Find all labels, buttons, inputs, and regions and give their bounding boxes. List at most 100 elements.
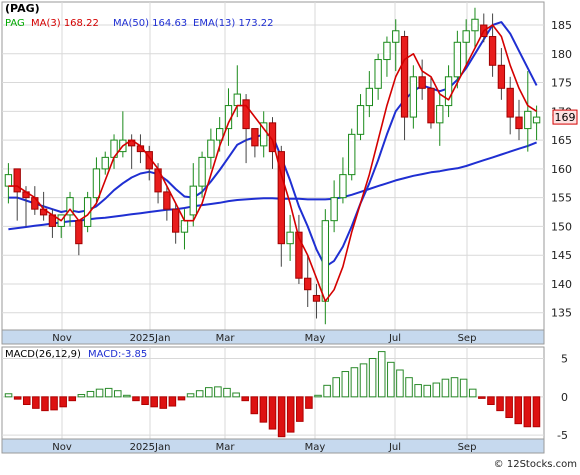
macd-bar-negative [296,396,304,422]
macd-bar-positive [341,371,350,398]
candles-group [4,7,541,325]
x-tick-labels-top: Nov 2025Jan Mar May Jul Sep [52,333,476,344]
macd-bar-positive [113,390,122,398]
macd-y-tick-label: -5 [557,429,568,442]
price-y-tick-label: 175 [551,77,572,90]
candle-up [471,18,479,32]
macd-value-label: MACD:-3.85 [88,349,147,360]
candle-up [286,231,294,245]
candle-down [251,128,259,147]
candle-up [321,220,329,302]
candle-up [532,116,541,124]
macd-bar-negative [259,396,268,423]
macd-bar-negative [150,396,158,408]
candle-up [339,174,347,199]
macd-bar-negative [141,396,149,406]
macd-bar-positive [214,386,222,398]
macd-bar-positive [205,387,213,398]
candle-up [260,122,268,147]
macd-bar-positive [350,367,359,398]
macd-bar-negative [505,396,513,419]
candle-up [83,197,92,227]
price-x-axis-strip [1,329,545,345]
macd-bar-negative [305,396,313,409]
candle-up [216,128,224,141]
price-x-tick-label: May [305,333,326,344]
macd-bar-positive [423,384,432,398]
price-panel: 135140145150155160165170175180185 169 (P… [1,1,578,331]
candle-up [356,105,365,135]
macd-bar-positive [396,369,404,398]
candle-down [163,191,171,210]
price-y-tick-label: 160 [551,163,572,176]
candle-up [409,76,418,118]
candle-up [524,110,532,130]
last-price-label-group: 169 [552,109,578,125]
macd-bar-positive [414,384,422,398]
legend-entry: PAG [5,18,25,29]
macd-bar-positive [450,377,459,398]
x-tick-labels-bottom: Nov 2025Jan Mar May Jul Sep [52,442,476,453]
candle-up [92,168,101,199]
candle-up [436,105,444,124]
macd-bar-positive [368,358,377,398]
candle-up [189,185,197,216]
macd-bar-positive [441,378,450,398]
candle-up [101,156,109,170]
candle-up [453,41,462,78]
legend-entry: EMA(13) 173.22 [193,18,273,29]
macd-bars-group [4,351,541,438]
macd-bar-negative [277,396,286,438]
macd-bar-positive [359,363,368,398]
price-x-tick-label: Nov [52,333,72,344]
candle-down [242,99,250,130]
macd-bar-negative [496,396,504,412]
candle-up [392,30,400,43]
ma50-line-group [8,141,537,231]
ma50-line [8,141,537,231]
macd-bar-negative [286,396,295,433]
macd-bar-positive [232,392,240,398]
macd-bar-negative [13,396,22,400]
price-x-tick-label: 2025Jan [130,333,171,344]
price-y-tick-label: 145 [551,249,572,262]
candle-down [515,116,523,130]
candle-down [75,220,83,245]
chart-title: (PAG) [5,2,40,15]
macd-bar-positive [459,378,468,398]
price-y-tick-label: 180 [551,48,572,61]
candle-up [365,87,374,107]
candle-up [233,93,241,107]
macd-bar-negative [132,396,140,402]
candle-up [374,59,382,89]
last-price-label: 169 [555,111,576,124]
price-x-tick-label: Sep [458,333,477,344]
macd-y-tick-label: 5 [561,353,568,366]
macd-x-tick-label: Mar [216,442,236,453]
macd-bar-negative [268,396,277,430]
macd-bar-positive [377,351,386,398]
macd-y-tick-label: 0 [561,391,568,404]
macd-bar-negative [523,396,532,428]
macd-bar-positive [77,394,86,398]
macd-bar-negative [241,396,249,402]
candle-down [171,208,180,233]
candle-down [400,36,409,118]
macd-x-tick-label: May [305,442,326,453]
macd-x-axis-strip [1,438,545,454]
macd-bar-positive [405,377,413,398]
ma3-line [8,24,538,302]
candle-up [66,197,74,216]
macd-y-axis: -5 0 5 [557,353,568,443]
macd-bar-positive [95,388,104,398]
price-y-tick-label: 150 [551,220,572,233]
macd-bar-positive [123,394,131,398]
macd-bar-positive [4,393,13,398]
macd-bar-negative [250,396,259,415]
candle-down [304,277,312,291]
macd-bar-positive [195,390,204,398]
macd-bar-positive [432,382,441,398]
macd-x-tick-label: Nov [52,442,72,453]
